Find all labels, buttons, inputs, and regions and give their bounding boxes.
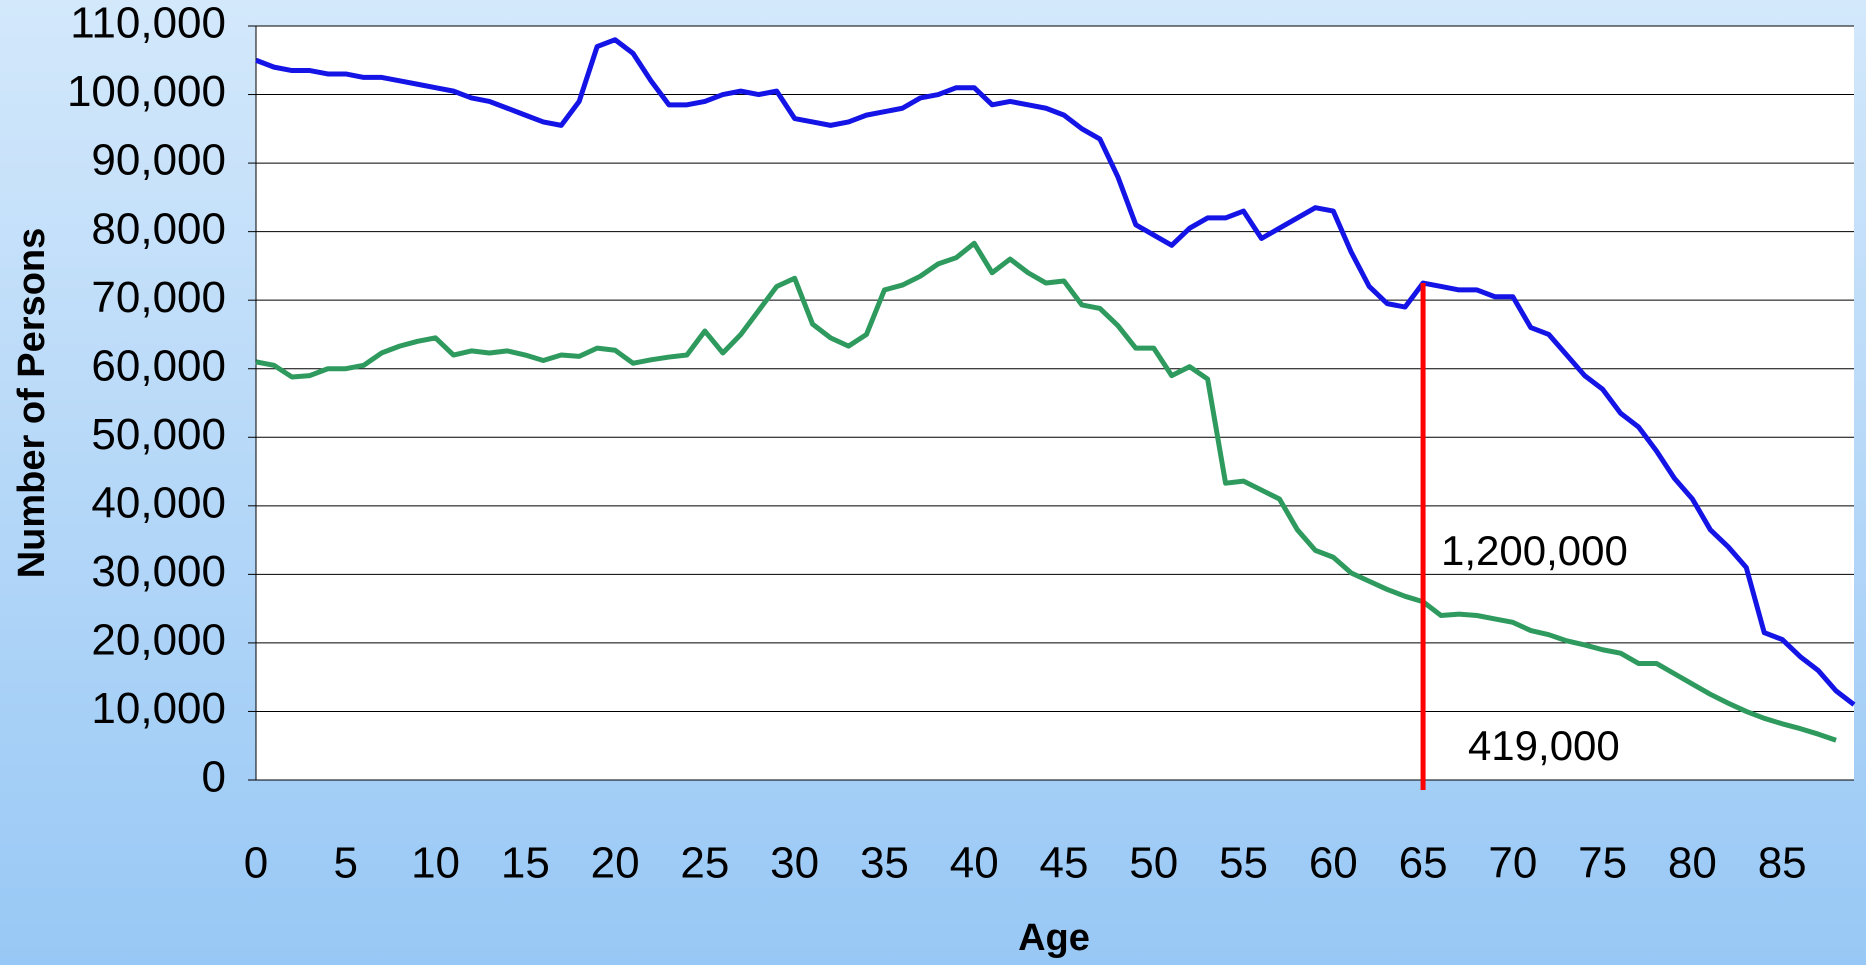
x-tick-label: 5 <box>334 839 358 888</box>
series-line <box>255 240 1837 743</box>
y-tick-label: 80,000 <box>91 204 226 253</box>
x-tick-label: 50 <box>1129 839 1178 888</box>
y-tick-label: 50,000 <box>91 410 226 459</box>
x-tick-label: 25 <box>680 839 729 888</box>
x-axis-title: Age <box>1018 917 1090 959</box>
x-tick-label: 40 <box>950 839 999 888</box>
y-tick-label: 110,000 <box>70 0 226 48</box>
x-tick-label: 10 <box>411 839 460 888</box>
x-tick-label: 75 <box>1578 839 1627 888</box>
x-tick-label: 80 <box>1668 839 1717 888</box>
x-tick-label: 45 <box>1040 839 1089 888</box>
series-line <box>255 37 1856 707</box>
y-tick-label: 70,000 <box>91 273 226 322</box>
x-tick-label: 0 <box>244 839 268 888</box>
y-tick-label: 20,000 <box>91 616 226 665</box>
annotation: 1,200,000 <box>1441 527 1628 574</box>
y-tick-label: 100,000 <box>67 67 226 116</box>
x-tick-label: 20 <box>591 839 640 888</box>
x-tick-label: 30 <box>770 839 819 888</box>
y-tick-label: 40,000 <box>91 478 226 527</box>
x-tick-label: 85 <box>1758 839 1807 888</box>
y-tick-label: 90,000 <box>91 136 226 185</box>
y-tick-label: 10,000 <box>91 684 226 733</box>
annotation: 419,000 <box>1468 722 1620 769</box>
x-tick-label: 60 <box>1309 839 1358 888</box>
x-tick-label: 15 <box>501 839 550 888</box>
y-tick-label: 30,000 <box>91 547 226 596</box>
y-tick-label: 0 <box>202 753 226 802</box>
x-tick-label: 65 <box>1399 839 1448 888</box>
x-tick-label: 70 <box>1488 839 1537 888</box>
y-tick-label: 60,000 <box>91 341 226 390</box>
plot-area <box>256 26 1854 780</box>
x-tick-label: 55 <box>1219 839 1268 888</box>
y-axis-title: Number of Persons <box>11 228 53 579</box>
x-tick-label: 35 <box>860 839 909 888</box>
